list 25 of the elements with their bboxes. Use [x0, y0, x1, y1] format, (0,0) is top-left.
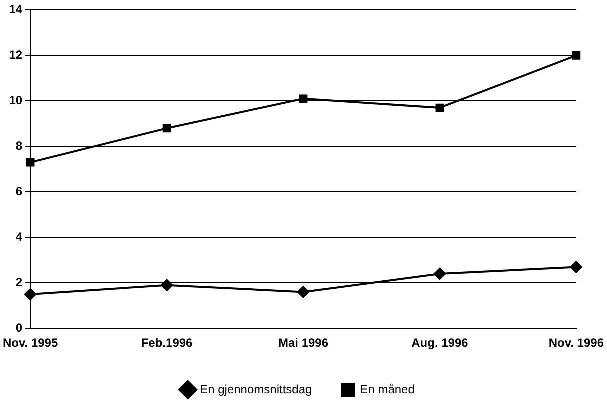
legend-label: En måned	[360, 382, 415, 396]
x-tick-label: Aug. 1996	[412, 336, 469, 350]
legend-label: En gjennomsnittsdag	[200, 382, 312, 396]
point	[26, 158, 35, 167]
point	[434, 268, 446, 280]
y-tick-label: 14	[9, 2, 23, 17]
y-tick-label: 4	[16, 230, 23, 244]
y-tick-label: 0	[16, 320, 23, 335]
y-tick-label: 12	[9, 48, 23, 62]
point	[299, 94, 308, 104]
point	[298, 286, 310, 298]
y-tick-label: 8	[16, 138, 23, 153]
point	[572, 52, 581, 60]
x-tick-label: Nov. 1995	[2, 336, 58, 350]
x-tick-label: Nov. 1996	[548, 336, 604, 350]
y-tick-label: 6	[16, 184, 23, 198]
x-tick-label: Feb.1996	[141, 336, 194, 350]
point	[570, 261, 582, 274]
x-tick-label: Mai 1996	[278, 336, 329, 350]
y-tick-label: 2	[16, 275, 23, 290]
point	[162, 124, 172, 133]
point	[436, 104, 444, 112]
point	[24, 288, 37, 300]
point	[161, 279, 174, 292]
y-tick-label: 10	[9, 93, 23, 108]
